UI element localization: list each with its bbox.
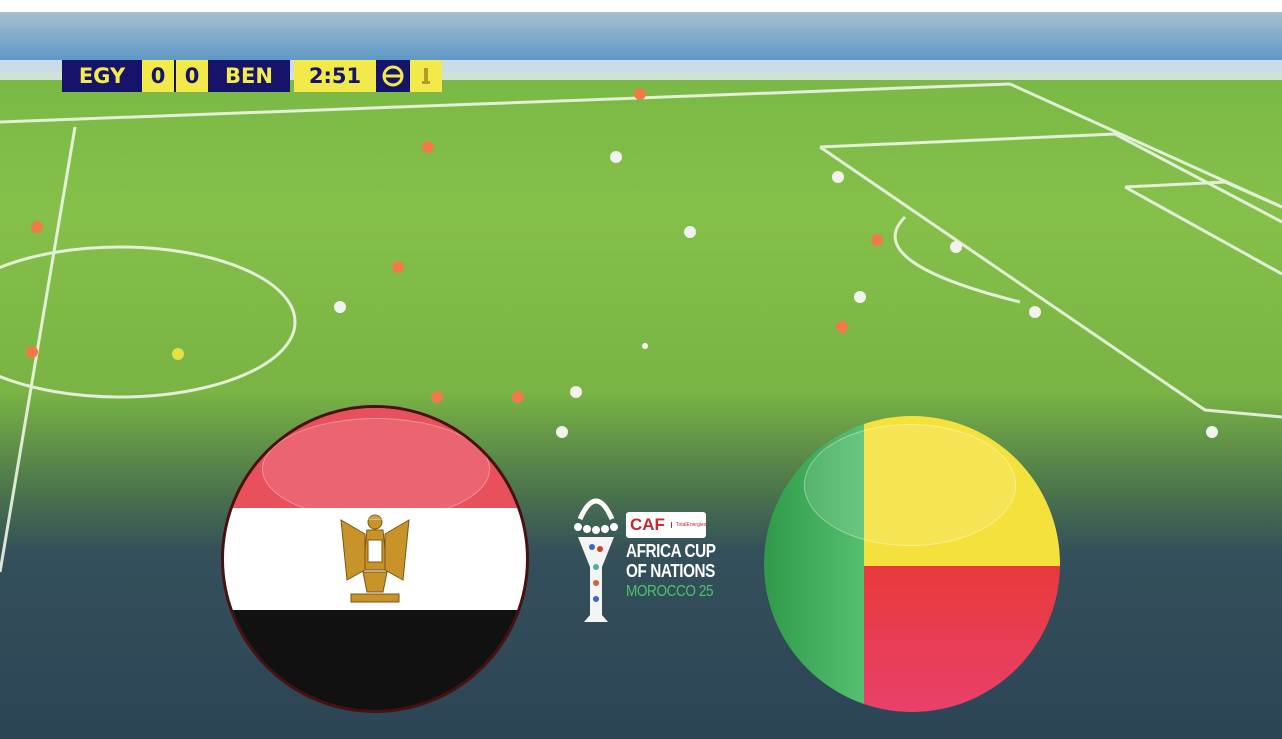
player — [31, 221, 43, 233]
player — [334, 301, 346, 313]
player — [854, 291, 866, 303]
player — [556, 426, 568, 438]
player — [832, 171, 844, 183]
player — [684, 226, 696, 238]
trophy-icon — [410, 60, 442, 92]
player — [610, 151, 622, 163]
player — [1029, 306, 1041, 318]
player — [431, 391, 443, 403]
title-line-1: AFRICA CUP — [626, 541, 716, 561]
home-score: 0 — [142, 60, 176, 92]
away-score: 0 — [176, 60, 208, 92]
players — [334, 151, 1218, 438]
sponsor-label: TotalEnergies — [670, 522, 706, 528]
caf-brand: CAF — [630, 515, 665, 534]
touchline — [0, 82, 1011, 124]
player — [392, 261, 404, 273]
eagle-of-saladin-icon — [340, 514, 410, 603]
afcon-logo: CAF TotalEnergies AFRICA CUP OF NATIONS … — [570, 482, 720, 632]
referee — [172, 348, 184, 360]
player — [634, 88, 646, 100]
ball — [642, 343, 648, 349]
away-team-label: BEN — [208, 60, 290, 92]
benin-flag-icon — [764, 416, 1060, 712]
home-team-label: EGY — [62, 60, 142, 92]
player — [422, 141, 434, 153]
scoreboard: EGY 0 0 BEN 2:51 — [62, 60, 442, 92]
efootball-logo-icon — [376, 60, 410, 92]
egypt-flag-icon — [224, 408, 526, 710]
player — [871, 234, 883, 246]
pitch — [0, 82, 1282, 573]
byline — [1009, 82, 1282, 209]
player — [570, 386, 582, 398]
player — [26, 346, 38, 358]
afcon-trophy-icon — [574, 498, 618, 622]
player — [512, 391, 524, 403]
halfway-line — [0, 126, 77, 573]
match-scene: EGY 0 0 BEN 2:51 — [0, 12, 1282, 739]
penalty-box — [819, 132, 1282, 419]
player — [950, 241, 962, 253]
penalty-arc — [893, 215, 1021, 304]
players — [26, 88, 883, 403]
player — [836, 321, 848, 333]
caf-badge: CAF TotalEnergies — [626, 512, 706, 538]
match-clock: 2:51 — [294, 60, 376, 92]
player — [1206, 426, 1218, 438]
title-line-3: MOROCCO 25 — [626, 583, 714, 600]
center-circle — [0, 245, 297, 399]
title-line-2: OF NATIONS — [626, 561, 715, 581]
